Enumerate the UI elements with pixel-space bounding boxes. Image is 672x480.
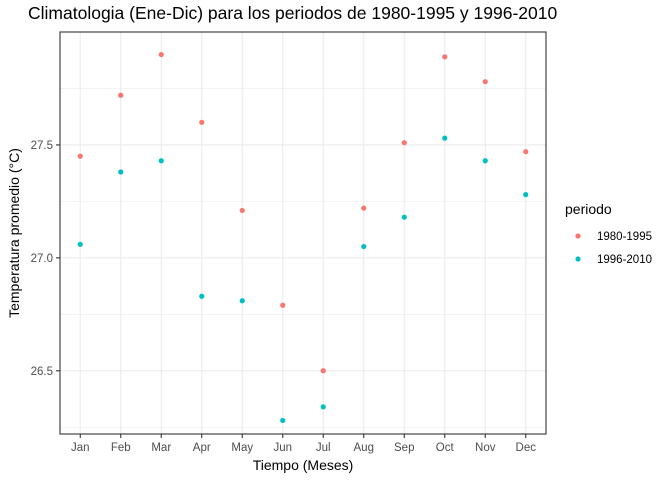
data-point-1980-1995 — [77, 153, 83, 159]
data-point-1980-1995 — [199, 119, 205, 125]
x-tick-label: Feb — [111, 442, 131, 454]
data-point-1980-1995 — [320, 368, 326, 374]
data-point-1980-1995 — [118, 92, 124, 98]
data-point-1980-1995 — [158, 51, 164, 58]
legend-key — [575, 233, 581, 239]
data-point-1996-2010 — [442, 135, 448, 141]
x-tick-label: Oct — [436, 442, 455, 454]
legend-title: periodo — [565, 201, 612, 217]
legend-label: 1980-1995 — [597, 231, 652, 243]
x-tick-label: Nov — [475, 442, 496, 454]
x-tick-label: Dec — [516, 442, 537, 454]
data-point-1996-2010 — [320, 404, 326, 410]
axes: 26.5 27.0 27.5 Jan Feb Mar Apr May Jun Jul Aug Sep O… — [31, 140, 537, 454]
x-tick-label: May — [231, 442, 253, 454]
grid — [60, 31, 546, 434]
legend: periodo 1980-1995 1996-2010 — [565, 201, 652, 266]
x-axis-title: Tiempo (Meses) — [253, 457, 354, 473]
data-points — [77, 51, 529, 424]
plot-panel — [59, 31, 547, 435]
x-tick-label: Jul — [316, 442, 331, 454]
x-tick-label: Jan — [71, 442, 90, 454]
x-tick-label: Apr — [193, 442, 211, 454]
x-tick-label: Sep — [394, 442, 414, 454]
data-point-1996-2010 — [361, 243, 367, 250]
data-point-1980-1995 — [280, 302, 286, 308]
y-tick-label: 27.5 — [31, 140, 53, 152]
data-point-1980-1995 — [401, 140, 407, 146]
data-point-1996-2010 — [401, 214, 407, 220]
x-tick-label: Mar — [151, 442, 171, 454]
data-point-1980-1995 — [361, 205, 367, 211]
y-tick-label: 27.0 — [31, 253, 53, 265]
chart-title: Climatologia (Ene-Dic) para los periodos… — [28, 3, 557, 23]
x-tick-label: Jun — [273, 442, 292, 454]
data-point-1996-2010 — [482, 158, 488, 164]
data-point-1980-1995 — [239, 207, 245, 214]
legend-key — [575, 256, 581, 262]
data-point-1996-2010 — [158, 158, 164, 164]
data-point-1980-1995 — [523, 149, 529, 155]
data-point-1980-1995 — [442, 54, 448, 60]
data-point-1996-2010 — [118, 169, 124, 175]
legend-label: 1996-2010 — [597, 254, 652, 266]
data-point-1996-2010 — [523, 192, 529, 198]
data-point-1996-2010 — [77, 241, 83, 247]
data-point-1996-2010 — [199, 293, 205, 299]
x-tick-label: Aug — [354, 442, 374, 454]
data-point-1980-1995 — [482, 79, 488, 85]
y-tick-label: 26.5 — [31, 366, 53, 378]
y-axis-title: Temperatura promedio (°C) — [6, 148, 22, 318]
data-point-1996-2010 — [239, 298, 245, 304]
data-point-1996-2010 — [280, 417, 286, 424]
